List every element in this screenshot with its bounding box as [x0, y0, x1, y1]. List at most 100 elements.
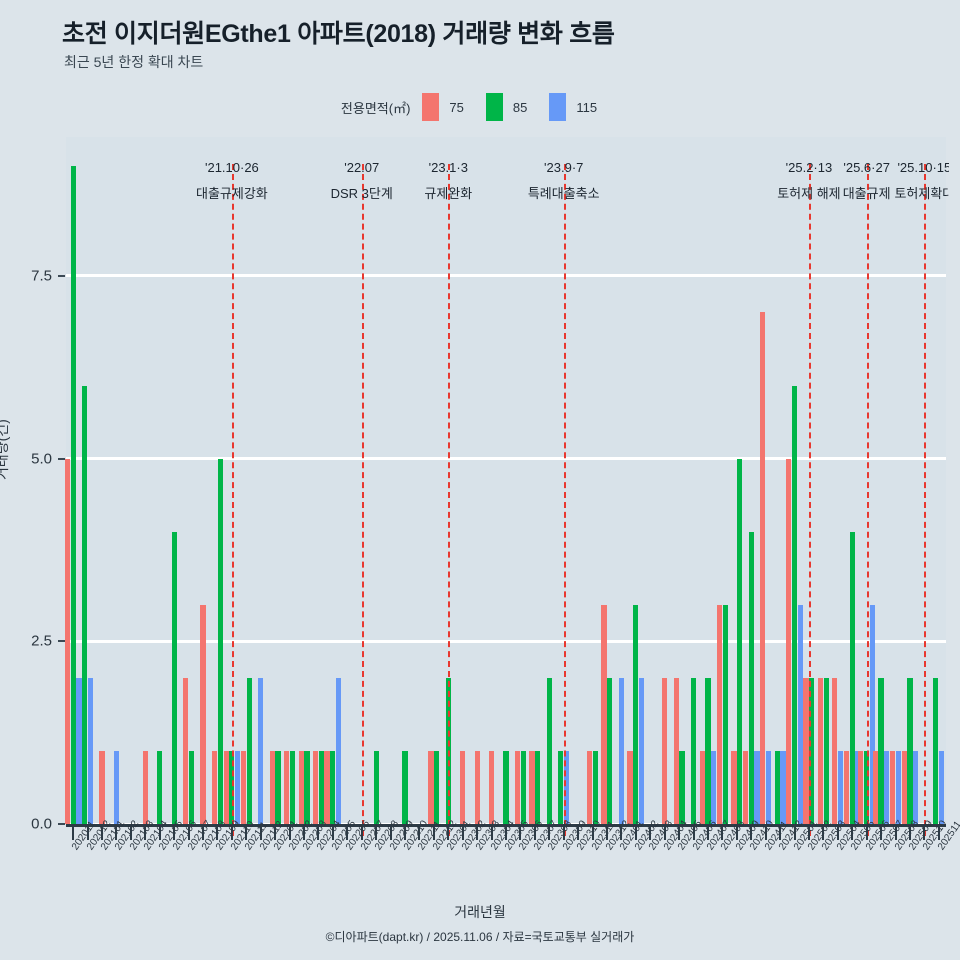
- bar-202410-75[interactable]: [742, 750, 749, 824]
- bar-202101-75[interactable]: [99, 750, 105, 824]
- bar-202108-75[interactable]: [200, 604, 206, 824]
- bar-202109-85[interactable]: [217, 458, 223, 824]
- bar-202501-85[interactable]: [791, 385, 798, 824]
- bar-202503-85[interactable]: [823, 677, 829, 824]
- bar-202205-115[interactable]: [336, 677, 342, 824]
- bar-202307-85[interactable]: [535, 750, 541, 824]
- bar-202402-85[interactable]: [633, 604, 639, 824]
- bar-202402-115[interactable]: [639, 677, 645, 824]
- bar-202503-75[interactable]: [817, 677, 824, 824]
- bar-202511-85[interactable]: [933, 677, 939, 824]
- bar-202107-85[interactable]: [188, 750, 195, 824]
- bar-202106-85[interactable]: [171, 531, 177, 824]
- bar-202307-75[interactable]: [529, 750, 535, 824]
- bar-202212-85[interactable]: [434, 750, 440, 824]
- bar-202110-115[interactable]: [235, 750, 241, 824]
- bar-202212-75[interactable]: [428, 750, 434, 824]
- bar-202304-75[interactable]: [488, 750, 495, 824]
- bar-202204-75[interactable]: [312, 750, 319, 824]
- bar-202507-75[interactable]: [872, 750, 878, 824]
- bar-202205-75[interactable]: [324, 750, 330, 824]
- bar-202208-85[interactable]: [373, 750, 379, 824]
- bar-202501-115[interactable]: [797, 604, 803, 824]
- bar-202407-115[interactable]: [711, 750, 717, 824]
- bar-202406-85[interactable]: [690, 677, 697, 824]
- bar-202309-115[interactable]: [564, 750, 570, 824]
- bar-202202-85[interactable]: [289, 750, 296, 824]
- bar-202405-75[interactable]: [673, 677, 679, 824]
- bar-202509-75[interactable]: [901, 750, 907, 824]
- bar-202204-85[interactable]: [318, 750, 324, 824]
- bar-202407-85[interactable]: [705, 677, 711, 824]
- bar-202508-75[interactable]: [890, 750, 896, 824]
- bar-202011-115[interactable]: [76, 677, 82, 824]
- bar-202309-85[interactable]: [558, 750, 564, 824]
- bar-202311-75[interactable]: [587, 750, 593, 824]
- bar-202104-75[interactable]: [142, 750, 148, 824]
- bar-202505-75[interactable]: [843, 750, 850, 824]
- bar-202502-75[interactable]: [803, 677, 809, 824]
- bar-202508-115[interactable]: [895, 750, 901, 824]
- bar-202412-85[interactable]: [774, 750, 780, 824]
- bar-202505-85[interactable]: [849, 531, 855, 824]
- bar-202011-85[interactable]: [70, 166, 76, 824]
- bar-202312-75[interactable]: [601, 604, 607, 824]
- bar-202411-115[interactable]: [765, 750, 772, 824]
- bar-202311-85[interactable]: [592, 750, 599, 824]
- bar-202302-75[interactable]: [460, 750, 466, 824]
- bar-202509-85[interactable]: [907, 677, 913, 824]
- bar-202112-115[interactable]: [258, 677, 264, 824]
- bar-202506-75[interactable]: [858, 750, 864, 824]
- bar-202410-85[interactable]: [748, 531, 754, 824]
- bar-202303-75[interactable]: [474, 750, 480, 824]
- bar-202111-75[interactable]: [240, 750, 246, 824]
- bar-202109-75[interactable]: [211, 750, 218, 824]
- bar-202111-85[interactable]: [246, 677, 252, 824]
- bar-202408-75[interactable]: [716, 604, 723, 824]
- bar-202404-75[interactable]: [662, 677, 668, 824]
- bar-202305-85[interactable]: [503, 750, 509, 824]
- bar-202312-85[interactable]: [607, 677, 613, 824]
- bar-202409-75[interactable]: [731, 750, 737, 824]
- bar-202308-85[interactable]: [546, 677, 552, 824]
- bar-202410-115[interactable]: [754, 750, 760, 824]
- bar-202402-75[interactable]: [627, 750, 633, 824]
- bar-202507-85[interactable]: [878, 677, 884, 824]
- bar-202408-85[interactable]: [722, 604, 728, 824]
- bar-202411-75[interactable]: [760, 312, 766, 824]
- bar-202502-85[interactable]: [809, 677, 815, 824]
- bar-202012-85[interactable]: [82, 385, 88, 824]
- legend-item-115[interactable]: 115: [549, 93, 597, 121]
- bar-202405-85[interactable]: [679, 750, 685, 824]
- bar-202203-85[interactable]: [304, 750, 310, 824]
- bar-202505-115[interactable]: [855, 750, 861, 824]
- legend-item-75[interactable]: 75: [422, 93, 464, 121]
- bar-202102-115[interactable]: [113, 750, 120, 824]
- bar-202407-75[interactable]: [699, 750, 705, 824]
- legend-item-85[interactable]: 85: [485, 93, 527, 121]
- bar-202504-115[interactable]: [838, 750, 844, 824]
- bar-202409-85[interactable]: [737, 458, 743, 824]
- bar-202507-115[interactable]: [884, 750, 890, 824]
- bar-202012-115[interactable]: [87, 677, 94, 824]
- bar-202511-115[interactable]: [939, 750, 945, 824]
- bar-202011-75[interactable]: [64, 458, 71, 824]
- bar-202110-75[interactable]: [223, 750, 229, 824]
- bar-202105-85[interactable]: [157, 750, 163, 824]
- bar-202210-85[interactable]: [402, 750, 408, 824]
- bar-202201-75[interactable]: [269, 750, 275, 824]
- bar-202506-115[interactable]: [869, 604, 876, 824]
- bar-202201-85[interactable]: [275, 750, 281, 824]
- bar-202306-75[interactable]: [514, 750, 521, 824]
- bar-202504-75[interactable]: [832, 677, 838, 824]
- bar-202306-85[interactable]: [520, 750, 526, 824]
- bar-202203-75[interactable]: [298, 750, 304, 824]
- bar-202205-85[interactable]: [330, 750, 336, 824]
- bar-202107-75[interactable]: [183, 677, 189, 824]
- bar-202509-115[interactable]: [913, 750, 919, 824]
- bar-202501-75[interactable]: [786, 458, 792, 824]
- bar-202401-115[interactable]: [618, 677, 624, 824]
- event-name-202510: 토허제확대: [894, 186, 955, 201]
- bar-202412-115[interactable]: [780, 750, 786, 824]
- bar-202202-75[interactable]: [284, 750, 290, 824]
